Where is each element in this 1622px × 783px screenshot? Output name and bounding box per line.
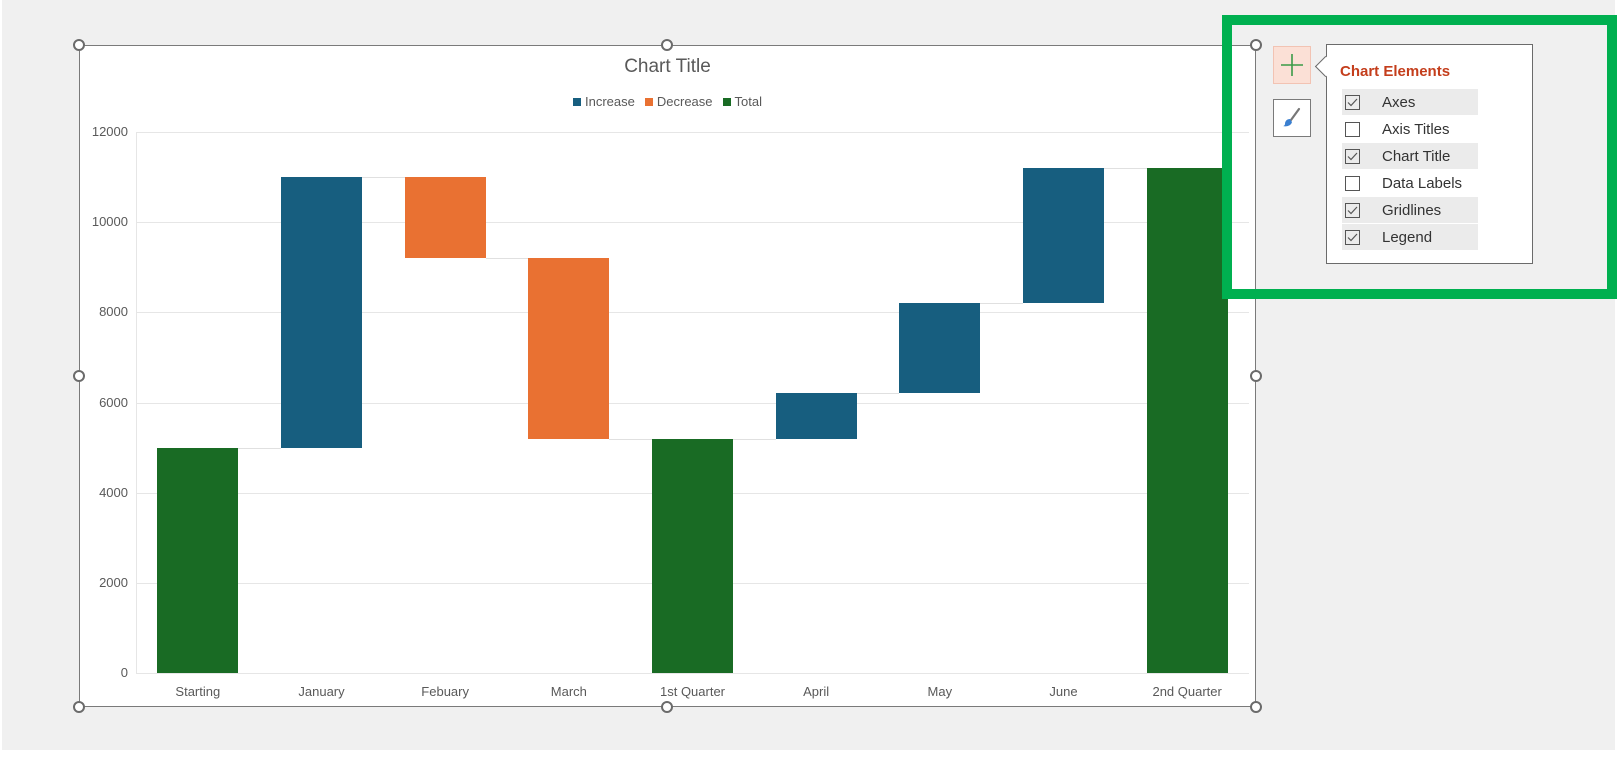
chart-area[interactable]: Chart Title Increase Decrease Total 0 2000 4… [79, 45, 1256, 707]
connector-line [980, 303, 1023, 305]
resize-handle-top-right[interactable] [1250, 39, 1262, 51]
gridline [136, 402, 1249, 404]
option-label: Data Labels [1382, 174, 1463, 192]
option-label: Gridlines [1382, 201, 1442, 219]
resize-handle-bottom[interactable] [661, 701, 673, 713]
x-axis-label: Febuary [421, 684, 469, 699]
y-axis-tick-label: 2000 [99, 574, 128, 590]
connector-line [1104, 168, 1147, 170]
resize-handle-right[interactable] [1250, 370, 1262, 382]
resize-handle-bottom-right[interactable] [1250, 701, 1262, 713]
bar-2nd-quarter[interactable] [1146, 168, 1228, 673]
y-axis-tick-label: 8000 [99, 304, 128, 320]
chart-title[interactable]: Chart Title [624, 56, 711, 77]
bar-april[interactable] [775, 393, 857, 439]
highlight-box [1222, 15, 1617, 299]
x-axis-label: January [298, 684, 345, 699]
resize-handle-top[interactable] [661, 39, 673, 51]
y-axis-tick-label: 0 [120, 665, 128, 680]
gridline [136, 673, 1249, 674]
x-axis-label: Starting [175, 684, 221, 699]
checkbox-checked-icon[interactable] [1345, 202, 1360, 218]
bar-january[interactable] [281, 177, 362, 448]
option-label: Axes [1382, 93, 1416, 111]
legend-swatch [644, 97, 653, 106]
x-axis-label: March [550, 684, 587, 699]
resize-handle-left[interactable] [73, 370, 85, 382]
option-axes[interactable]: Axes [1342, 89, 1478, 115]
bar-starting[interactable] [157, 447, 239, 673]
legend-label: Decrease [656, 94, 713, 109]
connector-line [485, 258, 529, 260]
checkbox-checked-icon[interactable] [1345, 148, 1360, 164]
y-axis-tick-label: 12000 [91, 124, 128, 139]
gridline [136, 222, 1249, 224]
checkbox-checked-icon[interactable] [1345, 94, 1360, 110]
x-axis-label: 2nd Quarter [1152, 684, 1222, 699]
option-axis-titles[interactable]: Axis Titles [1342, 116, 1478, 142]
connector-line [238, 447, 281, 449]
checkbox-unchecked-icon[interactable] [1345, 175, 1360, 191]
legend-item-total[interactable]: Total [722, 94, 762, 109]
chart-elements-popup: Chart Elements Axes Axis Titles Chart Titl… [1314, 44, 1533, 264]
x-axis-label: May [927, 684, 953, 699]
connector-line [609, 438, 652, 440]
bar-june[interactable] [1023, 168, 1104, 304]
option-label: Chart Title [1382, 147, 1451, 165]
option-chart-title[interactable]: Chart Title [1342, 143, 1478, 169]
gridline [136, 132, 1249, 133]
resize-handle-bottom-left[interactable] [73, 701, 85, 713]
option-label: Legend [1382, 228, 1433, 246]
connector-line [856, 393, 900, 395]
chart-elements-button[interactable] [1273, 46, 1311, 84]
bar-may[interactable] [899, 303, 981, 394]
option-data-labels[interactable]: Data Labels [1342, 170, 1478, 196]
paintbrush-icon [1283, 107, 1301, 127]
legend-swatch [573, 97, 581, 106]
legend-item-decrease[interactable]: Decrease [644, 94, 713, 109]
legend-label: Total [734, 94, 762, 109]
y-axis-line [136, 132, 137, 673]
x-axis-label: April [803, 684, 830, 699]
y-axis-tick-label: 6000 [99, 394, 128, 410]
legend-label: Increase [585, 94, 635, 109]
option-gridlines[interactable]: Gridlines [1342, 197, 1478, 223]
bar-march[interactable] [528, 258, 610, 439]
option-legend[interactable]: Legend [1342, 224, 1478, 250]
connector-line [362, 177, 405, 179]
bar-1st-quarter[interactable] [652, 438, 733, 673]
gridline [136, 312, 1249, 314]
legend-swatch [722, 97, 731, 106]
resize-handle-top-left[interactable] [73, 39, 85, 51]
connector-line [733, 438, 776, 440]
bar-febuary[interactable] [404, 177, 486, 259]
popup-title: Chart Elements [1340, 63, 1451, 80]
chart-styles-button[interactable] [1273, 99, 1311, 137]
checkbox-unchecked-icon[interactable] [1345, 121, 1360, 137]
y-axis-tick-label: 10000 [91, 214, 128, 230]
option-label: Axis Titles [1382, 120, 1450, 138]
x-axis-label: June [1049, 684, 1078, 699]
legend-item-increase[interactable]: Increase [573, 94, 635, 109]
plus-icon [1281, 54, 1303, 76]
chart-legend[interactable]: Increase Decrease Total [80, 94, 1255, 109]
checkbox-checked-icon[interactable] [1345, 229, 1360, 245]
x-axis-label: 1st Quarter [659, 684, 726, 699]
y-axis-tick-label: 4000 [99, 484, 128, 500]
